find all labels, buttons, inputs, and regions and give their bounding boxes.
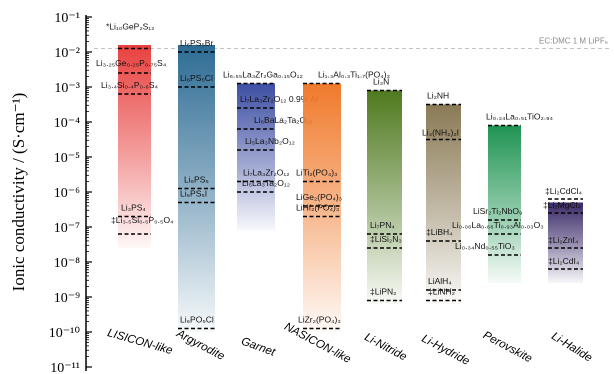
- compound-label: LiAlH₄: [428, 276, 452, 286]
- compound-label: Li₆PO₅Cl: [180, 315, 214, 325]
- compound-label: ‡LiSi₂N₃: [370, 234, 402, 244]
- compound-label: *Li₁₀GeP₂S₁₂: [106, 22, 154, 32]
- compound-label: ‡Li₂CdI₄: [548, 256, 580, 266]
- y-tick-label: 10⁻⁹: [54, 291, 80, 306]
- y-axis-title: Ionic conductivity / (S·cm⁻¹): [9, 93, 28, 292]
- reference-line-label: EC:DMC 1 M LiPF₆: [539, 37, 608, 46]
- bar-nasicon-like: [303, 83, 341, 332]
- compound-label: ‡LiNH₂: [428, 287, 455, 297]
- bar-perovskite: [488, 125, 521, 283]
- compound-label: Li₆PS₅Cl: [180, 73, 213, 83]
- compound-label: Li₆PS₅I: [180, 189, 207, 199]
- compound-label: ‡Li₂ZnI₄: [548, 235, 579, 245]
- category-label: Li-Halide: [549, 330, 594, 364]
- y-tick-label: 10⁻¹: [54, 11, 80, 26]
- compound-label: ‡LiBH₄: [426, 227, 453, 237]
- compound-label: LiTi₂(PO₄)₃: [296, 168, 338, 178]
- compound-label: Li₃.₂₅Ge₀.₂₅P₀.₇₅S₄: [96, 58, 167, 68]
- y-tick-label: 10⁻⁸: [54, 256, 80, 271]
- compound-label: Li₇PN₄: [370, 220, 395, 230]
- compound-label: Li₆.₅₅La₃Zr₂Ga₀.₁₅O₁₂: [223, 70, 303, 80]
- compound-label: ‡LiPN₂: [370, 287, 396, 297]
- compound-label: ‡Li₂CdCl₄: [545, 186, 583, 196]
- compound-label: Li₇La₃Zr₂O₁₂: [243, 168, 290, 178]
- compound-label: Li₃(NH₂)₂I: [422, 128, 459, 138]
- compound-label: Li₃.₄Si₀.₄P₀.₆S₄: [101, 80, 158, 90]
- y-tick-label: 10⁻⁴: [54, 116, 80, 131]
- compound-label: Li₂NH: [427, 91, 449, 101]
- category-label: LISICON-like: [106, 327, 174, 357]
- compound-label: Li₀.₀₆La₀.₆₆Ti₀.₉₃Al₀.₀₃O₃: [452, 220, 544, 230]
- bar-garnet: [237, 83, 275, 231]
- category-label: Garnet: [239, 336, 277, 360]
- category-labels: LISICON-like Argyrodite Garnet NASICON-like…: [106, 321, 594, 368]
- category-label: Li-Nitride: [362, 331, 408, 363]
- y-tick-label: 10⁻³: [54, 81, 80, 96]
- compound-label: ‡Li₂MgCl₄: [543, 200, 581, 210]
- bar-argyrodite: [178, 45, 215, 332]
- compound-label: Li₁.₃Al₀.₃Ti₁.₇(PO₄)₃: [318, 70, 390, 80]
- category-label: Perovskite: [481, 329, 534, 365]
- compound-label: Li₃N: [373, 77, 389, 87]
- compound-label: Li₆BaLa₂Ta₂O₁₂: [254, 115, 312, 125]
- compound-label: Li₇La₃Zr₂O₁₂ 0.9% Al: [240, 94, 318, 104]
- y-axis: 10⁻¹ 10⁻² 10⁻³ 10⁻⁴ 10⁻⁵ 10⁻⁶ 10⁻⁷ 10⁻⁸ 10⁻⁹ 10⁻¹…: [49, 11, 92, 374]
- compound-label: Li₅La₃Ta₂O₁₂: [242, 178, 290, 188]
- compound-label: LiGe₂(PO₄)₃: [296, 192, 342, 202]
- compound-label: Li₆PS₅: [184, 175, 209, 185]
- y-tick-label: 10⁻²: [54, 46, 80, 61]
- reference-line-group: EC:DMC 1 M LiPF₆: [94, 37, 612, 49]
- compound-label: LiZr₂(PO₄)₃: [298, 315, 341, 325]
- bar-lisicon-like: [118, 45, 151, 248]
- y-tick-label: 10⁻¹⁰: [49, 326, 81, 341]
- y-tick-label: 10⁻⁶: [54, 186, 80, 201]
- bar-li-hydride: [426, 104, 461, 304]
- category-label: Li-Hydride: [419, 333, 471, 368]
- y-tick-label: 10⁻⁷: [54, 221, 80, 236]
- compound-label: Li₅La₃Nb₂O₁₂: [245, 136, 295, 146]
- compound-label: LiSr₂Ti₂NbO₉: [473, 206, 522, 216]
- bar-li-nitride: [367, 90, 402, 304]
- y-tick-label: 10⁻¹¹: [50, 361, 80, 374]
- y-tick-label: 10⁻⁵: [54, 151, 80, 166]
- category-label: Argyrodite: [174, 327, 227, 363]
- compound-label: LiHf₂(PO₄)₃: [296, 203, 339, 213]
- compound-label: Li₃PS₄: [121, 203, 146, 213]
- compound-label: Li₀.₃₄La₀.₅₁TiO₂.₉₄: [486, 112, 553, 122]
- compound-label: Li₀.₃₄Nd₀.₅₅TiO₃: [455, 241, 515, 251]
- bars-group: *Li₁₀GeP₂S₁₂ Li₃.₂₅Ge₀.₂₅P₀.₇₅S₄ Li₃.₄Si₀.…: [96, 22, 583, 332]
- compound-label: ‡Li₃.₅Si₀.₅P₀.₅O₄: [111, 215, 174, 225]
- compound-label: Li₆PS₅Br: [180, 38, 213, 48]
